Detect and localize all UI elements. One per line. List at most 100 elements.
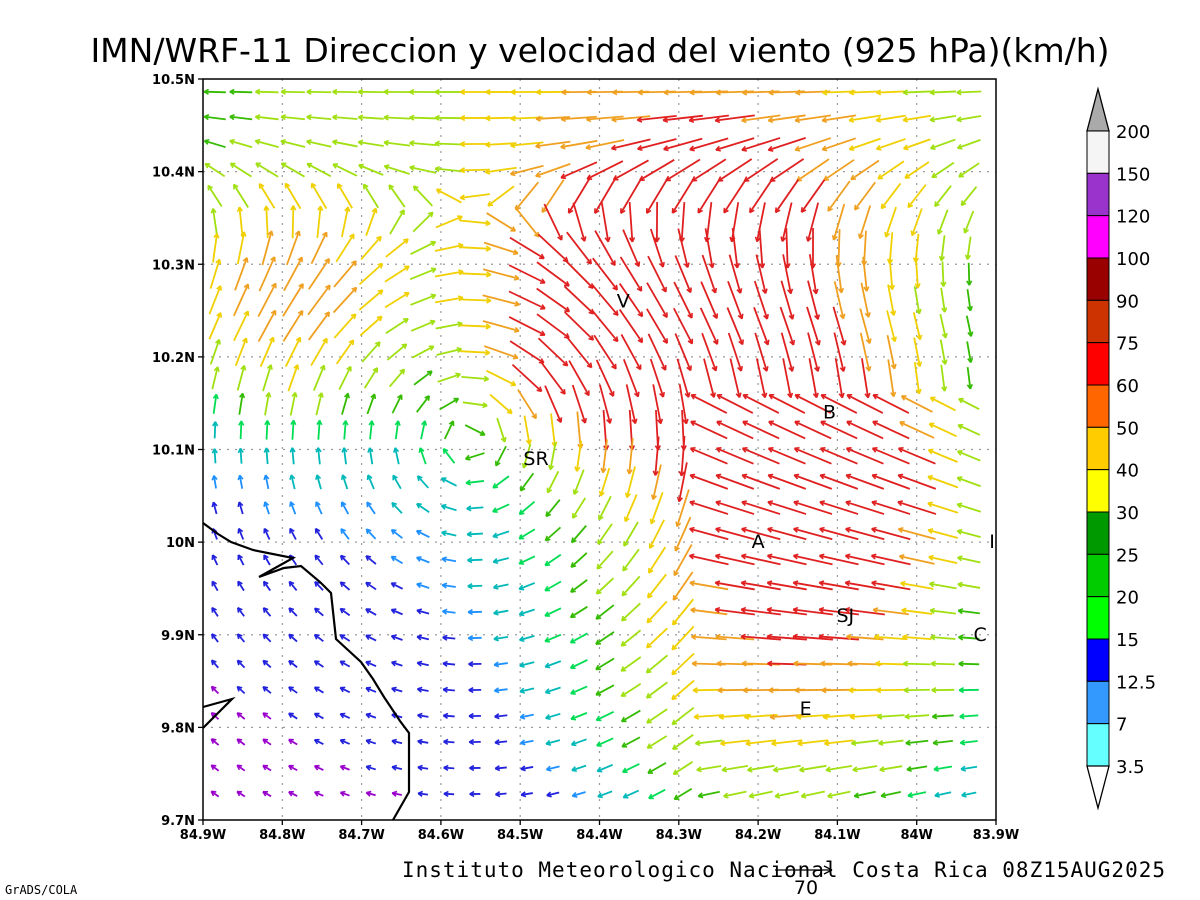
wind-vector xyxy=(793,500,833,515)
wind-vector xyxy=(390,608,403,616)
wind-vector xyxy=(878,739,904,747)
wind-vector xyxy=(850,159,880,181)
wind-vector xyxy=(871,500,911,515)
wind-vector xyxy=(486,369,517,387)
wind-vector xyxy=(519,713,534,720)
wind-vector xyxy=(442,634,456,641)
wind-vector xyxy=(237,474,244,489)
wind-vector xyxy=(237,607,245,617)
wind-vector xyxy=(571,525,587,544)
wind-vector xyxy=(930,634,956,641)
wind-vector xyxy=(487,185,515,207)
wind-vector xyxy=(859,308,872,344)
wind-vector xyxy=(699,307,719,345)
wind-vector xyxy=(484,166,517,175)
wind-vector xyxy=(675,489,690,528)
wind-vector xyxy=(254,114,279,121)
wind-vector xyxy=(745,739,777,747)
wind-vector xyxy=(671,178,695,214)
wind-vector xyxy=(727,332,743,372)
wind-vector xyxy=(339,660,351,668)
wind-vector xyxy=(467,583,483,590)
y-tick-label: 10.3N xyxy=(152,258,195,273)
wind-vector xyxy=(929,607,956,615)
wind-vector xyxy=(544,553,562,567)
wind-vector xyxy=(571,764,587,773)
wind-vector xyxy=(519,661,535,668)
wind-vector xyxy=(237,554,245,566)
wind-vector xyxy=(519,472,535,492)
y-tick-label: 9.9N xyxy=(161,629,195,644)
wind-vector xyxy=(696,765,722,773)
wind-vector xyxy=(595,577,615,595)
wind-vector xyxy=(493,687,508,694)
wind-vector xyxy=(929,114,957,123)
wind-vector xyxy=(620,178,642,214)
wind-vector xyxy=(509,340,545,364)
colorbar-segment xyxy=(1086,172,1110,217)
wind-vector xyxy=(282,310,304,342)
wind-vector xyxy=(714,606,755,616)
wind-vector xyxy=(742,393,780,414)
wind-vector xyxy=(574,440,583,472)
wind-vector xyxy=(493,609,509,616)
wind-vector xyxy=(673,788,693,801)
wind-vector xyxy=(466,505,484,512)
wind-vector xyxy=(819,447,858,465)
wind-vector xyxy=(368,420,375,440)
wind-vector xyxy=(931,687,955,694)
wind-vector xyxy=(313,660,324,668)
wind-vector xyxy=(332,286,358,314)
wind-vector xyxy=(689,580,729,591)
wind-vector xyxy=(907,791,927,799)
colorbar-top-arrow xyxy=(1086,86,1110,132)
wind-vector xyxy=(927,501,959,514)
wind-vector xyxy=(768,393,806,414)
wind-vector xyxy=(443,764,455,772)
wind-vector xyxy=(723,178,747,214)
wind-vector xyxy=(469,790,481,798)
wind-vector xyxy=(570,712,588,721)
wind-vector xyxy=(544,607,562,617)
wind-vector xyxy=(618,283,644,318)
wind-vector xyxy=(517,389,537,420)
wind-vector xyxy=(204,162,226,178)
wind-vector xyxy=(384,265,410,283)
x-tick-label: 84.2W xyxy=(735,828,781,843)
wind-vector xyxy=(288,686,298,694)
wind-vector xyxy=(595,604,615,620)
wind-vector xyxy=(934,791,952,798)
wind-vector xyxy=(416,634,430,641)
wind-vector xyxy=(910,208,923,237)
wind-vector xyxy=(671,598,694,626)
wind-vector xyxy=(700,281,719,320)
wind-vector xyxy=(229,88,253,95)
wind-vector xyxy=(467,608,482,616)
wind-vector xyxy=(544,660,562,669)
wind-vector xyxy=(958,634,980,641)
wind-vector xyxy=(576,411,584,449)
wind-vector xyxy=(262,607,272,617)
wind-vector xyxy=(965,315,974,337)
wind-vector xyxy=(620,334,642,371)
wind-vector xyxy=(288,790,298,797)
wind-vector xyxy=(766,633,808,641)
wind-vector xyxy=(716,420,754,440)
wind-vector xyxy=(518,555,536,565)
wind-vector xyxy=(333,260,357,288)
wind-vector xyxy=(957,423,981,436)
wind-vector xyxy=(647,333,667,371)
wind-vector xyxy=(357,114,384,121)
wind-vector xyxy=(509,236,545,260)
wind-vector xyxy=(415,529,430,538)
wind-vector xyxy=(339,634,351,642)
wind-vector xyxy=(233,310,250,342)
wind-vector xyxy=(620,656,642,672)
wind-vector xyxy=(468,660,482,668)
wind-vector xyxy=(571,384,587,424)
wind-vector xyxy=(546,791,560,798)
wind-vector xyxy=(385,238,409,258)
wind-vector xyxy=(902,114,931,123)
wind-vector xyxy=(792,553,833,566)
wind-vector xyxy=(741,447,780,465)
